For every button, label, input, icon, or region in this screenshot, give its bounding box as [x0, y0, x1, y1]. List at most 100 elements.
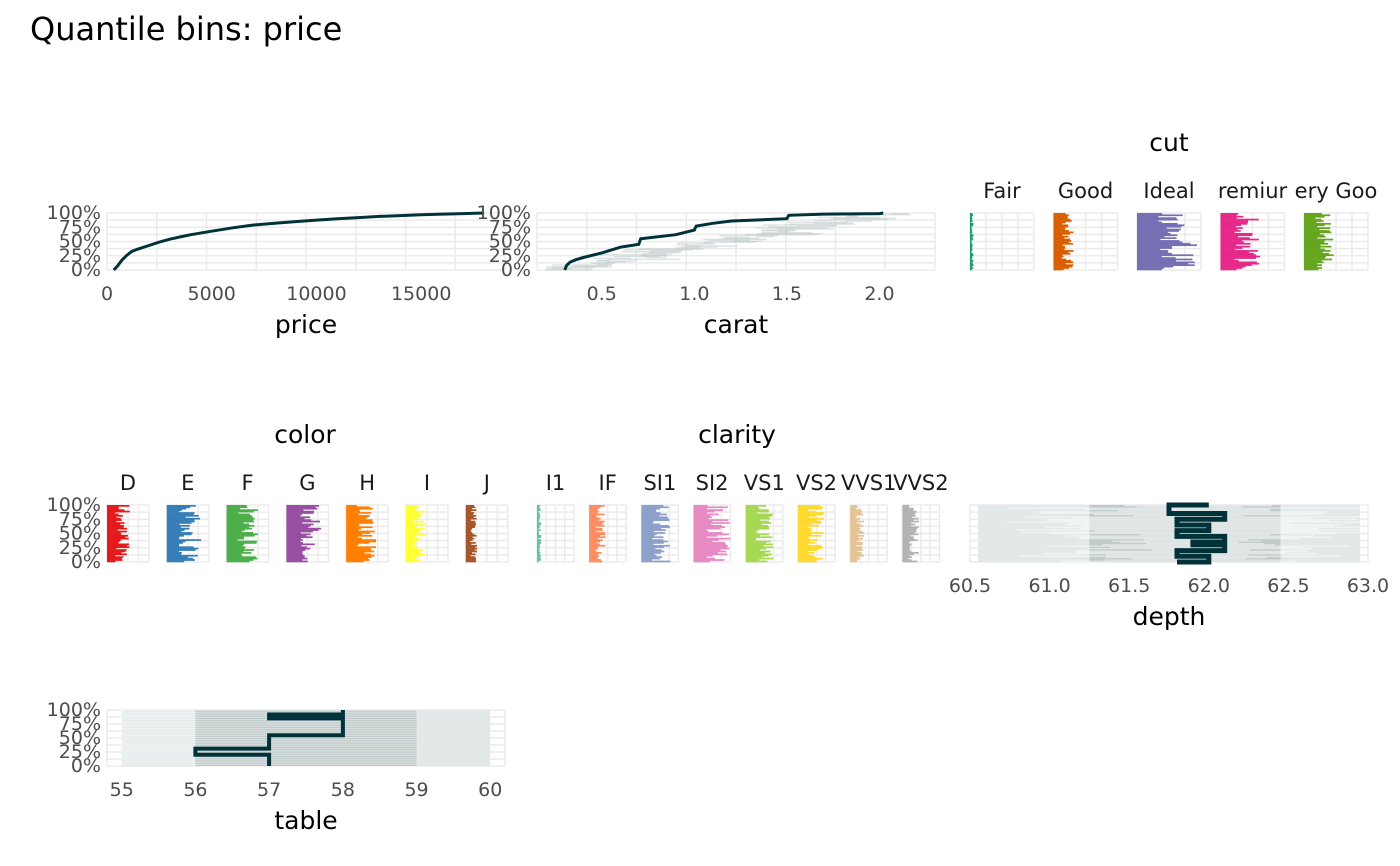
histogram-bar — [1304, 265, 1318, 268]
histogram-bar — [902, 517, 919, 520]
histogram-bar — [693, 530, 709, 533]
histogram-bar — [226, 516, 253, 519]
histogram-bar — [902, 510, 917, 513]
histogram-bar — [107, 514, 123, 517]
quantile-band — [830, 217, 897, 220]
histogram-bar — [589, 560, 603, 563]
histogram-bar — [1137, 221, 1162, 224]
histogram-bar — [850, 553, 863, 556]
histogram-bar — [902, 505, 910, 507]
histogram-bar — [902, 527, 918, 530]
histogram-bar — [1137, 217, 1177, 219]
histogram-bar — [798, 522, 822, 524]
histogram-bar — [970, 255, 973, 258]
histogram-bar — [970, 235, 973, 238]
x-axis-title: price — [275, 310, 337, 339]
histogram-bar — [406, 557, 415, 560]
series-line — [563, 211, 884, 271]
histogram-bar — [465, 547, 478, 550]
histogram-bar — [537, 527, 539, 530]
x-tick-label: 58 — [331, 779, 355, 801]
histogram-bar — [798, 530, 810, 533]
facet-j: J — [465, 471, 509, 563]
histogram-bar — [1220, 224, 1242, 227]
histogram-bar — [850, 514, 858, 517]
histogram-bar — [346, 506, 370, 509]
histogram-bar — [346, 532, 370, 534]
histogram-bar — [166, 524, 190, 527]
histogram-bar — [406, 519, 414, 521]
histogram-bar — [537, 524, 540, 527]
histogram-bar — [1304, 228, 1320, 231]
quantile-band — [121, 710, 417, 712]
histogram-bar — [537, 510, 539, 513]
histogram-bar — [798, 553, 809, 556]
histogram-bar — [641, 510, 657, 513]
histogram-bar — [970, 268, 972, 271]
histogram-bar — [286, 540, 301, 543]
histogram-bar — [693, 557, 715, 560]
histogram-bar — [166, 537, 180, 540]
histogram-bar — [693, 556, 707, 559]
histogram-bar — [226, 530, 242, 533]
histogram-bar — [107, 529, 118, 531]
histogram-bar — [798, 546, 824, 549]
histogram-bar — [166, 546, 194, 549]
histogram-bar — [406, 505, 419, 507]
x-tick-label: 1.0 — [679, 283, 709, 305]
histogram-bar — [226, 547, 245, 550]
histogram-bar — [798, 509, 808, 511]
histogram-bar — [1053, 220, 1072, 222]
histogram-bar — [537, 534, 542, 537]
histogram-bar — [589, 526, 596, 529]
histogram-bar — [1220, 221, 1249, 224]
histogram-bar — [537, 542, 542, 544]
histogram-bar — [798, 539, 818, 541]
histogram-bar — [226, 546, 246, 549]
histogram-bar — [166, 552, 182, 554]
histogram-bar — [537, 546, 540, 549]
quantile-band — [677, 242, 713, 244]
quantile-band — [639, 254, 668, 257]
histogram-bar — [465, 556, 476, 559]
facet-strip-label: Ideal — [1143, 179, 1194, 203]
histogram-bar — [465, 516, 474, 519]
histogram-bar — [465, 552, 473, 554]
histogram-bar — [693, 542, 726, 544]
histogram-bar — [745, 547, 767, 550]
histogram-bar — [693, 534, 718, 537]
histogram-bar — [346, 526, 373, 529]
histogram-bar — [970, 248, 973, 251]
histogram-bar — [1220, 227, 1243, 229]
histogram-bar — [465, 509, 477, 511]
quantile-band — [546, 266, 613, 268]
histogram-bar — [693, 536, 707, 539]
histogram-bar — [589, 507, 599, 510]
histogram-bar — [346, 509, 360, 511]
quantile-band — [702, 238, 767, 241]
histogram-bar — [1053, 238, 1071, 241]
histogram-bar — [641, 505, 664, 507]
histogram-bar — [107, 547, 117, 550]
quantile-band — [614, 255, 660, 258]
quantile-band — [121, 750, 417, 752]
histogram-bar — [406, 509, 416, 511]
histogram-bar — [745, 559, 760, 561]
histogram-bar — [798, 516, 810, 519]
histogram-bar — [226, 552, 252, 554]
histogram-bar — [693, 520, 713, 523]
y-tick-label: 75% — [59, 508, 101, 530]
histogram-bar — [850, 559, 858, 561]
quantile-band — [681, 246, 717, 248]
histogram-bar — [406, 536, 414, 539]
facet-h: H — [345, 471, 389, 563]
histogram-bar — [745, 546, 774, 549]
histogram-bar — [406, 517, 419, 520]
histogram-bar — [286, 544, 302, 547]
histogram-bar — [537, 537, 539, 540]
histogram-bar — [798, 559, 817, 561]
histogram-bar — [166, 517, 201, 520]
histogram-bar — [166, 519, 195, 521]
histogram-bar — [537, 505, 541, 507]
